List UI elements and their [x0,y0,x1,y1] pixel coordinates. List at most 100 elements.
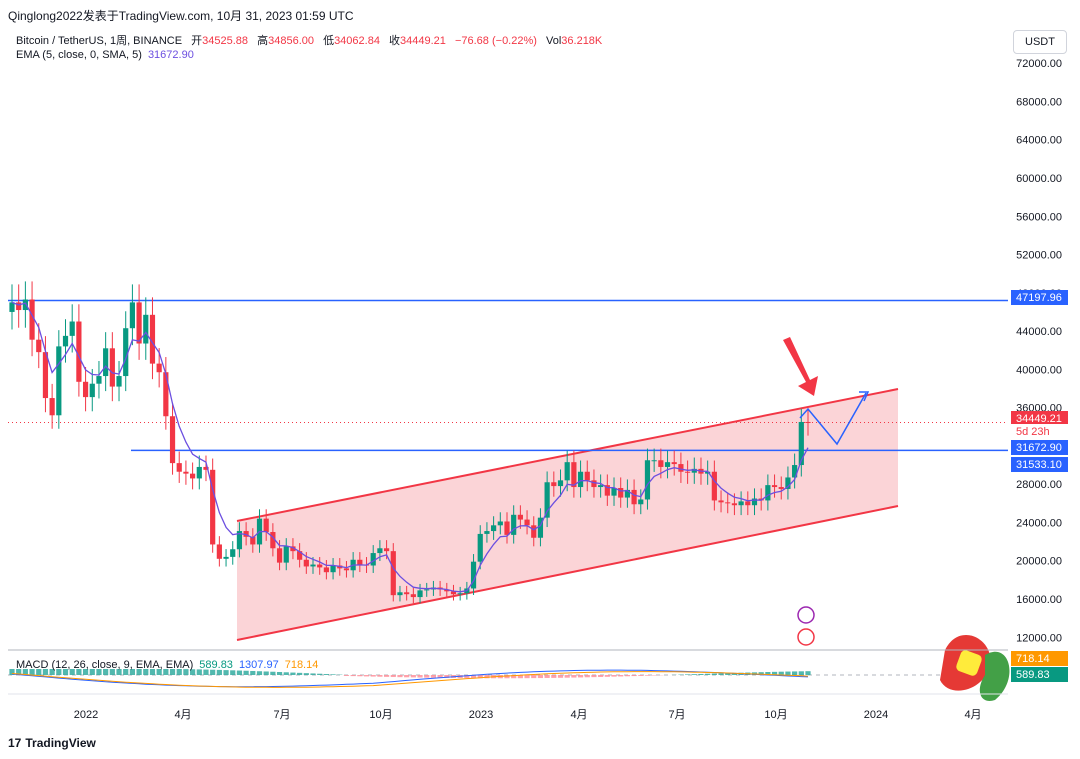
macd-hist-bar [564,675,570,678]
macd-hist-bar [484,675,490,679]
macd-hist-bar [290,672,296,675]
candle-body [330,565,336,573]
candle-body [390,551,396,596]
candle-body [89,383,95,398]
macd-hist-bar [631,675,637,677]
macd-hist-bar [477,675,483,679]
y-tick-label: 44000.00 [1016,326,1062,338]
candle-body [163,372,169,417]
candle-body [551,482,557,487]
vol-label: Vol [545,35,562,47]
x-tick-label: 4月 [964,709,981,721]
candle-body [29,299,35,340]
macd-hist-bar [544,675,550,678]
macd-hist-bar [798,671,804,675]
macd-hist-bar [644,675,651,676]
candle-body [557,480,564,487]
currency-button[interactable]: USDT [1013,30,1067,54]
candle-body [497,521,503,526]
y-tick-label: 68000.00 [1016,96,1062,108]
candle-body [176,463,182,472]
price-label-bg [1011,457,1068,472]
y-tick-label: 28000.00 [1016,479,1062,491]
x-tick-label: 2024 [864,709,888,721]
ema-legend[interactable]: EMA (5, close, 0, SMA, 5) 31672.90 [16,49,194,61]
macd-hist-bar [330,674,336,675]
candle-body [624,489,630,498]
candle-body [56,346,62,416]
candle-body [62,335,69,347]
macd-hist-bar [9,669,15,675]
macd-hist-bar [256,671,263,675]
macd-hist-bar [263,671,269,675]
macd-hist-bar [430,675,437,678]
candle-body [82,381,89,398]
candle-body [584,471,590,481]
candle-body [731,503,738,506]
candle-body [263,518,269,533]
macd-hist-bar [571,675,577,678]
candle-body [725,502,731,504]
candle-body [644,460,651,500]
macd-hist-bar [437,675,443,678]
macd-hist-bar [357,675,363,677]
candle-body [303,559,309,567]
symbol-name[interactable]: Bitcoin / TetherUS, 1周, BINANCE [16,35,183,47]
price-label-bg [1011,440,1068,455]
x-tick-label: 4月 [570,709,587,721]
candle-body [129,302,136,329]
macd-hist-bar [210,669,216,675]
macd-hist-bar [270,671,276,675]
candle-body [678,464,684,472]
candle-body [517,514,523,520]
macd-hist-bar [691,674,697,675]
candle-body [230,549,236,557]
y-tick-label: 72000.00 [1016,58,1062,70]
macd-hist-bar [317,673,323,675]
price-label-bg [1011,424,1068,439]
x-tick-label: 2023 [469,709,493,721]
candle-body [805,421,811,423]
candle-body [664,462,671,467]
y-tick-label: 52000.00 [1016,250,1062,262]
macd-hist-bar [22,669,28,675]
macd-hist-bar [109,669,115,675]
macd-hist-bar [169,669,176,675]
tradingview-brand[interactable]: 17 TradingView [8,736,96,750]
x-tick-label: 2022 [74,709,98,721]
candle-body [9,302,15,312]
macd-hist-bar [176,669,182,675]
y-tick-label: 20000.00 [1016,556,1062,568]
macd-hist-bar [397,675,403,678]
candle-body [22,299,28,311]
macd-hist-bar [216,669,222,675]
candle-body [236,531,243,550]
macd-hist-bar [638,675,644,676]
brand-name: TradingView [25,736,96,750]
candle-body [470,561,477,589]
candle-body [631,489,637,505]
close-value: 34449.21 [400,35,446,47]
macd-hist-bar [156,669,162,675]
candle-body [537,517,544,538]
candle-body [745,501,751,506]
macd-hist-bar [557,675,564,678]
candle-body [410,594,416,598]
candle-body [223,556,229,559]
macd-hist-bar [370,675,376,677]
price-label: 31533.10 [1016,459,1062,471]
price-label-bg [1011,411,1068,426]
macd-hist-bar [611,675,617,677]
price-label: 718.14 [1016,653,1050,665]
high-value: 34856.00 [268,35,314,47]
candle-body [357,559,363,565]
macd-hist-bar [417,675,423,678]
macd-hist-bar [765,672,771,675]
candle-body [798,421,804,466]
candle-body [691,468,697,473]
macd-hist-bar [129,669,136,675]
macd-legend[interactable]: MACD (12, 26, close, 9, EMA, EMA) 589.83 1… [16,659,318,671]
macd-hist-bar [551,675,557,678]
macd-hist-bar [771,671,778,675]
